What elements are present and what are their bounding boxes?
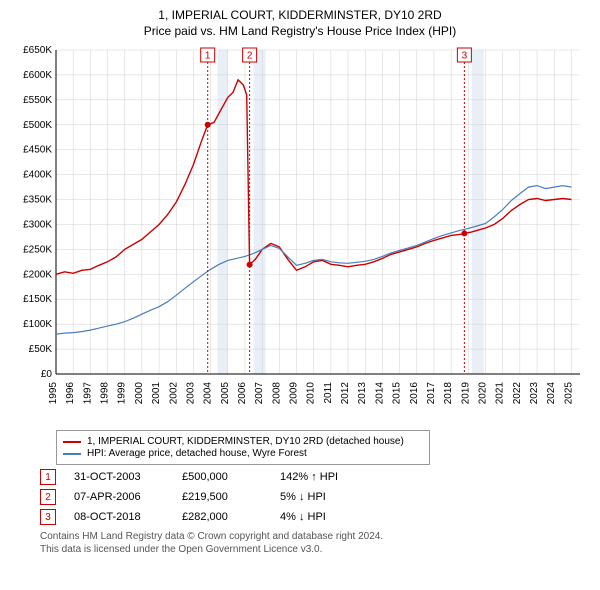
y-tick-label: £500K bbox=[23, 120, 52, 131]
x-tick-label: 2018 bbox=[443, 382, 454, 405]
x-tick-label: 2019 bbox=[460, 382, 471, 405]
transaction-dot bbox=[205, 122, 211, 128]
legend: 1, IMPERIAL COURT, KIDDERMINSTER, DY10 2… bbox=[56, 430, 430, 465]
transaction-marker-index: 3 bbox=[462, 51, 468, 62]
x-tick-label: 2012 bbox=[340, 382, 351, 405]
x-tick-label: 2013 bbox=[357, 382, 368, 405]
transaction-price: £219,500 bbox=[182, 491, 262, 503]
x-tick-label: 2020 bbox=[478, 382, 489, 405]
y-tick-label: £0 bbox=[41, 369, 53, 380]
x-tick-label: 2003 bbox=[185, 382, 196, 405]
x-tick-label: 2001 bbox=[151, 382, 162, 405]
transaction-row: 3 08-OCT-2018 £282,000 4% ↓ HPI bbox=[40, 509, 590, 525]
shaded-band bbox=[217, 50, 227, 374]
x-tick-label: 2002 bbox=[168, 382, 179, 405]
x-tick-label: 2024 bbox=[546, 382, 557, 405]
page: 1, IMPERIAL COURT, KIDDERMINSTER, DY10 2… bbox=[0, 0, 600, 590]
x-tick-label: 2025 bbox=[563, 382, 574, 405]
x-tick-label: 2017 bbox=[426, 382, 437, 405]
x-tick-label: 2006 bbox=[237, 382, 248, 405]
y-tick-label: £250K bbox=[23, 244, 52, 255]
x-tick-label: 2016 bbox=[409, 382, 420, 405]
y-tick-label: £350K bbox=[23, 195, 52, 206]
y-tick-label: £150K bbox=[23, 294, 52, 305]
x-tick-label: 2004 bbox=[203, 382, 214, 405]
transaction-date: 08-OCT-2018 bbox=[74, 511, 164, 523]
titles: 1, IMPERIAL COURT, KIDDERMINSTER, DY10 2… bbox=[10, 8, 590, 38]
legend-label: 1, IMPERIAL COURT, KIDDERMINSTER, DY10 2… bbox=[87, 436, 404, 447]
chart: £0 £50K £100K £150K £200K £250K £300K £350K £400… bbox=[10, 44, 590, 424]
y-tick-label: £100K bbox=[23, 319, 52, 330]
transaction-dot bbox=[461, 230, 467, 236]
x-tick-label: 1999 bbox=[117, 382, 128, 405]
x-tick-label: 1998 bbox=[100, 382, 111, 405]
transaction-hpi: 5% ↓ HPI bbox=[280, 491, 360, 503]
title-line-2: Price paid vs. HM Land Registry's House … bbox=[10, 24, 590, 38]
transaction-row: 2 07-APR-2006 £219,500 5% ↓ HPI bbox=[40, 489, 590, 505]
transaction-price: £500,000 bbox=[182, 471, 262, 483]
x-tick-label: 2005 bbox=[220, 382, 231, 405]
x-tick-label: 2008 bbox=[271, 382, 282, 405]
x-tick-label: 2000 bbox=[134, 382, 145, 405]
x-tick-label: 2011 bbox=[323, 382, 334, 404]
x-tick-label: 2009 bbox=[289, 382, 300, 405]
shaded-band bbox=[254, 50, 266, 374]
x-tick-label: 2014 bbox=[374, 382, 385, 405]
legend-label: HPI: Average price, detached house, Wyre… bbox=[87, 448, 307, 459]
y-tick-label: £600K bbox=[23, 70, 52, 81]
transaction-date: 31-OCT-2003 bbox=[74, 471, 164, 483]
legend-row: 1, IMPERIAL COURT, KIDDERMINSTER, DY10 2… bbox=[63, 436, 423, 447]
x-tick-label: 2022 bbox=[512, 382, 523, 405]
y-tick-label: £200K bbox=[23, 269, 52, 280]
x-tick-label: 2010 bbox=[306, 382, 317, 405]
x-tick-label: 2023 bbox=[529, 382, 540, 405]
x-tick-label: 1995 bbox=[48, 382, 59, 405]
title-line-1: 1, IMPERIAL COURT, KIDDERMINSTER, DY10 2… bbox=[10, 8, 590, 22]
transaction-marker-index: 1 bbox=[205, 51, 211, 62]
transaction-marker-index: 2 bbox=[247, 51, 253, 62]
transaction-dot bbox=[247, 262, 253, 268]
transaction-hpi: 142% ↑ HPI bbox=[280, 471, 360, 483]
x-tick-label: 2021 bbox=[495, 382, 506, 405]
legend-row: HPI: Average price, detached house, Wyre… bbox=[63, 448, 423, 459]
legend-swatch bbox=[63, 441, 81, 443]
y-tick-label: £50K bbox=[29, 344, 53, 355]
shaded-band bbox=[472, 50, 484, 374]
transaction-date: 07-APR-2006 bbox=[74, 491, 164, 503]
footer-line-2: This data is licensed under the Open Gov… bbox=[40, 544, 590, 557]
transactions-table: 1 31-OCT-2003 £500,000 142% ↑ HPI 2 07-APR-20… bbox=[40, 469, 590, 525]
y-tick-label: £400K bbox=[23, 170, 52, 181]
transaction-price: £282,000 bbox=[182, 511, 262, 523]
legend-swatch bbox=[63, 453, 81, 455]
transaction-hpi: 4% ↓ HPI bbox=[280, 511, 360, 523]
x-tick-label: 2007 bbox=[254, 382, 265, 405]
transaction-index: 3 bbox=[40, 509, 56, 525]
x-tick-label: 1997 bbox=[82, 382, 93, 405]
footer: Contains HM Land Registry data © Crown c… bbox=[40, 531, 590, 556]
y-tick-label: £450K bbox=[23, 145, 52, 156]
x-tick-label: 2015 bbox=[392, 382, 403, 405]
transaction-index: 1 bbox=[40, 469, 56, 485]
transaction-index: 2 bbox=[40, 489, 56, 505]
footer-line-1: Contains HM Land Registry data © Crown c… bbox=[40, 531, 590, 544]
y-tick-label: £300K bbox=[23, 219, 52, 230]
y-tick-label: £650K bbox=[23, 45, 52, 56]
chart-svg: £0 £50K £100K £150K £200K £250K £300K £350K £400… bbox=[10, 44, 590, 424]
transaction-row: 1 31-OCT-2003 £500,000 142% ↑ HPI bbox=[40, 469, 590, 485]
y-tick-label: £550K bbox=[23, 95, 52, 106]
x-tick-label: 1996 bbox=[65, 382, 76, 405]
